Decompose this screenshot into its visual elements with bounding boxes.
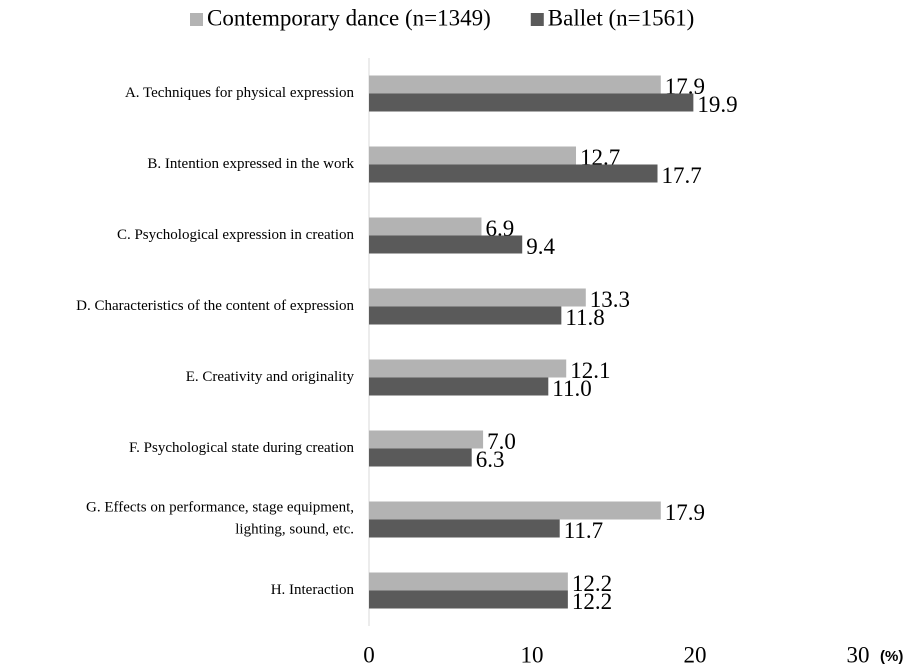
y-tick-label: A. Techniques for physical expression	[125, 85, 355, 101]
bar	[369, 519, 560, 538]
value-label: 17.7	[662, 163, 702, 188]
y-tick-label: G. Effects on performance, stage equipme…	[86, 500, 354, 538]
x-tick-label: 0	[363, 642, 375, 667]
bar	[369, 572, 568, 591]
value-label: 11.8	[565, 305, 604, 330]
y-tick-label: H. Interaction	[271, 582, 355, 598]
x-axis-label: (%)	[880, 648, 903, 665]
bar	[369, 377, 549, 396]
value-label: 7.0	[487, 429, 516, 454]
value-label: 6.3	[476, 447, 505, 472]
value-label: 11.0	[552, 376, 591, 401]
y-tick-label: B. Intention expressed in the work	[147, 156, 354, 172]
value-label: 12.2	[572, 571, 612, 596]
legend-swatch	[190, 13, 203, 26]
bar	[369, 75, 661, 94]
value-label: 9.4	[526, 234, 555, 259]
bar	[369, 590, 568, 609]
bar	[369, 306, 562, 325]
legend-label: Contemporary dance (n=1349)	[207, 5, 491, 30]
bar	[369, 217, 482, 236]
value-label: 11.7	[564, 518, 603, 543]
x-tick-label: 20	[684, 642, 707, 667]
bar	[369, 146, 577, 165]
value-label: 13.3	[590, 287, 630, 312]
x-tick-label: 30	[847, 642, 870, 667]
legend-label: Ballet (n=1561)	[548, 5, 694, 30]
bar	[369, 288, 586, 307]
x-tick-label: 10	[521, 642, 544, 667]
y-tick-label: D. Characteristics of the content of exp…	[76, 298, 354, 314]
bar	[369, 430, 484, 449]
bar	[369, 501, 661, 520]
value-label: 12.2	[572, 589, 612, 614]
value-label: 12.1	[570, 358, 610, 383]
bar	[369, 93, 694, 112]
bar	[369, 164, 658, 183]
bar	[369, 235, 523, 254]
y-tick-label: F. Psychological state during creation	[129, 440, 355, 456]
value-label: 17.9	[665, 500, 705, 525]
y-tick-label: E. Creativity and originality	[186, 369, 355, 385]
legend-swatch	[530, 13, 544, 26]
bar	[369, 448, 472, 467]
value-label: 19.9	[697, 92, 737, 117]
y-tick-label: C. Psychological expression in creation	[117, 227, 355, 243]
bar	[369, 359, 567, 378]
